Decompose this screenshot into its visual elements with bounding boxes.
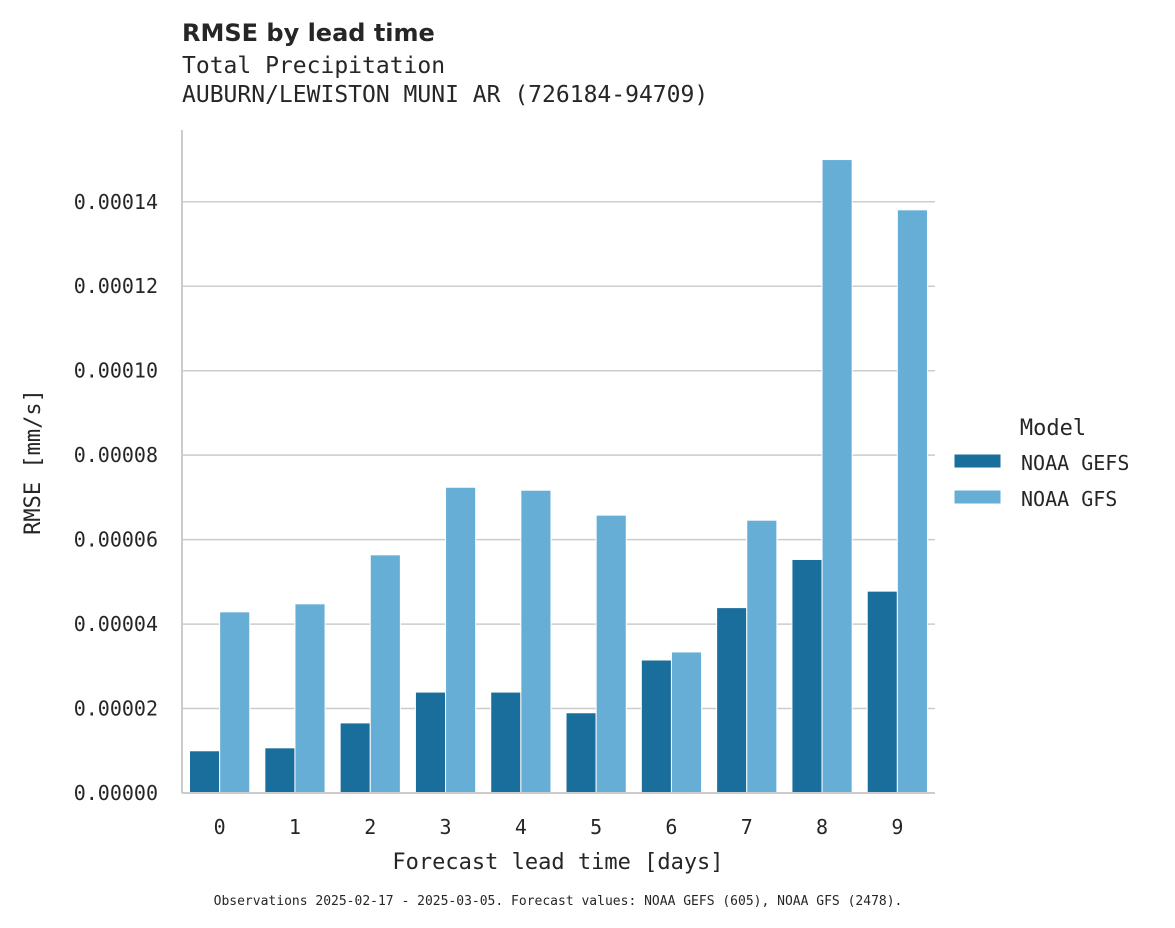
x-tick-label: 1: [289, 815, 301, 839]
bar-noaa-gefs-lead-8: [791, 558, 823, 794]
bar-noaa-gfs-lead-7: [746, 519, 778, 794]
y-tick-label: 0.00008: [74, 443, 158, 467]
legend: Model NOAA GEFS NOAA GFS: [953, 416, 1129, 511]
bar-noaa-gfs-lead-6: [670, 651, 703, 794]
legend-label-noaa-gfs: NOAA GFS: [1021, 487, 1117, 511]
x-tick-label: 7: [741, 815, 753, 839]
x-tick-label: 8: [816, 815, 828, 839]
y-tick-label: 0.00002: [74, 697, 158, 721]
chart-footnote: Observations 2025-02-17 - 2025-03-05. Fo…: [214, 894, 903, 909]
y-tick-label: 0.00014: [74, 190, 158, 214]
bar-layer: [189, 159, 928, 794]
legend-label-noaa-gefs: NOAA GEFS: [1021, 451, 1129, 475]
bar-noaa-gefs-lead-0: [189, 750, 221, 794]
bar-noaa-gefs-lead-2: [339, 722, 371, 794]
bar-noaa-gfs-lead-3: [445, 486, 477, 794]
y-tick-label: 0.00004: [74, 612, 158, 636]
chart-subtitle-line-2: AUBURN/LEWISTON MUNI AR (726184-94709): [182, 82, 708, 108]
legend-swatch-noaa-gefs: [953, 453, 1002, 469]
x-axis-label: Forecast lead time [days]: [392, 850, 723, 875]
y-tick-label: 0.00000: [74, 781, 158, 805]
x-tick-label: 5: [590, 815, 602, 839]
bar-noaa-gefs-lead-5: [565, 712, 597, 794]
bar-noaa-gfs-lead-0: [219, 611, 251, 794]
bar-noaa-gfs-lead-1: [294, 603, 326, 794]
chart-title: RMSE by lead time: [182, 19, 435, 47]
bar-noaa-gefs-lead-3: [414, 691, 447, 794]
x-tick-label: 4: [515, 815, 527, 839]
y-axis-label: RMSE [mm/s]: [21, 389, 46, 535]
x-tick-labels: 0 1 2 3 4 5 6 7 8 9: [214, 815, 904, 839]
bar-noaa-gefs-lead-9: [866, 590, 898, 794]
x-tick-label: 9: [891, 815, 903, 839]
legend-title: Model: [1020, 416, 1086, 441]
legend-swatch-noaa-gfs: [953, 489, 1002, 505]
x-tick-label: 3: [440, 815, 452, 839]
y-tick-labels: 0.00000 0.00002 0.00004 0.00006 0.00008 0.000…: [74, 190, 158, 805]
y-tick-label: 0.00006: [74, 528, 158, 552]
y-tick-label: 0.00010: [74, 359, 158, 383]
y-tick-label: 0.00012: [74, 274, 158, 298]
bar-noaa-gefs-lead-1: [264, 747, 296, 794]
axis-layer: [181, 130, 935, 794]
bar-noaa-gefs-lead-6: [640, 659, 672, 794]
bar-noaa-gfs-lead-8: [821, 159, 853, 794]
bar-noaa-gfs-lead-9: [896, 209, 928, 794]
bar-noaa-gfs-lead-2: [369, 554, 401, 794]
x-tick-label: 2: [364, 815, 376, 839]
bar-noaa-gfs-lead-5: [595, 514, 627, 794]
bar-noaa-gfs-lead-4: [520, 489, 552, 794]
chart-subtitle-line-1: Total Precipitation: [182, 53, 445, 79]
x-tick-label: 0: [214, 815, 226, 839]
bar-noaa-gefs-lead-4: [490, 691, 522, 794]
bar-noaa-gefs-lead-7: [716, 607, 748, 794]
x-tick-label: 6: [665, 815, 677, 839]
